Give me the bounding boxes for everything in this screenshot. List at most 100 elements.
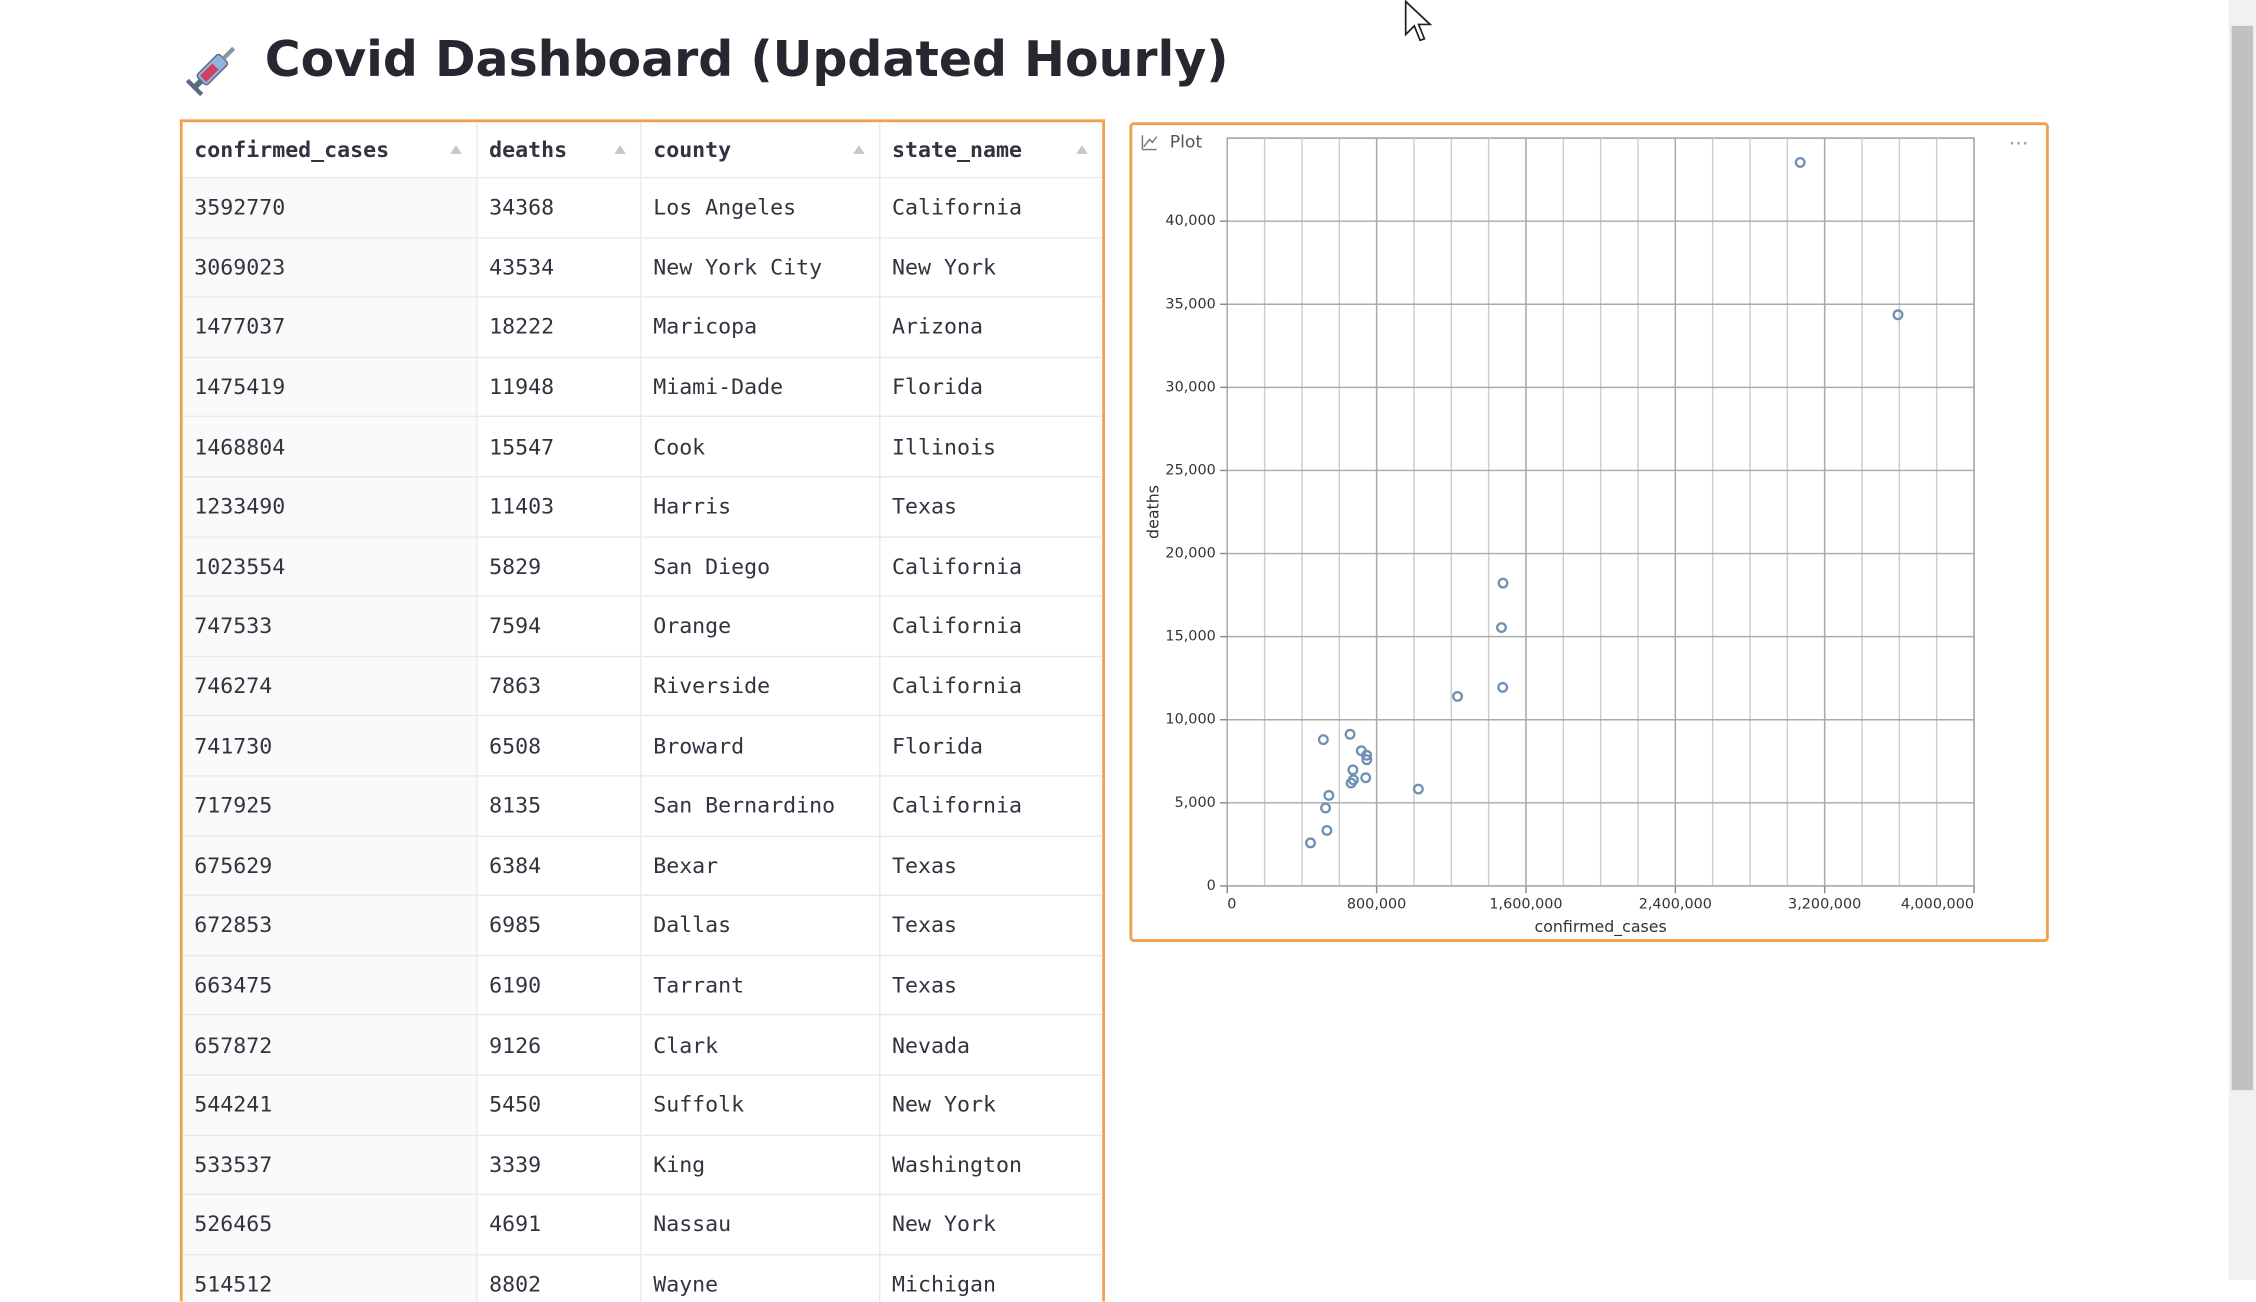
table-cell: 11403 (477, 477, 642, 538)
scatter-chart: 0 800,000 1,600,000 2,400,000 3,200,000 4,000… (1135, 127, 2029, 937)
x-tick-label: 4,000,000 (1901, 897, 1974, 913)
data-point (1794, 156, 1806, 168)
data-point (1355, 745, 1367, 757)
table-cell: 672853 (182, 896, 478, 957)
table-cell: Texas (880, 477, 1103, 538)
y-tick-label: 40,000 (1165, 213, 1215, 229)
table-cell: 747533 (182, 597, 478, 657)
table-cell: 9126 (477, 1015, 642, 1076)
table-cell: San Bernardino (641, 776, 881, 837)
y-tick-label: 25,000 (1165, 462, 1215, 478)
table-cell: 7594 (477, 597, 642, 657)
table-cell: King (641, 1135, 881, 1196)
data-point (1452, 690, 1464, 702)
plot-badge-icon (1141, 135, 1158, 151)
table-cell: 663475 (182, 956, 478, 1016)
table-cell: Harris (641, 477, 881, 538)
table-cell: California (880, 776, 1103, 837)
data-point (1317, 734, 1329, 746)
data-point (1323, 789, 1335, 801)
y-tick-label: 30,000 (1165, 379, 1215, 395)
table-cell: 6508 (477, 716, 642, 777)
table-cell: Miami-Dade (641, 357, 881, 418)
plot-panel: 0 800,000 1,600,000 2,400,000 3,200,000 4,000… (1129, 122, 2049, 943)
data-point (1347, 764, 1359, 776)
table-cell: 4691 (477, 1195, 642, 1256)
table-cell: Tarrant (641, 956, 881, 1016)
x-tick-label: 0 (1227, 897, 1236, 913)
table-cell: Bexar (641, 836, 881, 897)
table-cell: New York (880, 238, 1103, 298)
sort-icon[interactable] (1076, 145, 1088, 154)
y-tick-label: 35,000 (1165, 296, 1215, 312)
table-cell: Texas (880, 956, 1103, 1016)
table-cell: Maricopa (641, 297, 881, 358)
table-cell: Illinois (880, 417, 1103, 478)
table-cell: Florida (880, 716, 1103, 777)
table-cell: 5829 (477, 537, 642, 598)
y-tick-label: 0 (1207, 878, 1216, 894)
plot-badge-label: Plot (1170, 132, 1203, 152)
more-menu[interactable]: ⋯ (2009, 130, 2029, 154)
x-tick-label: 1,600,000 (1489, 897, 1562, 913)
table-cell: Dallas (641, 896, 881, 957)
table-cell: Riverside (641, 656, 881, 717)
table-cell: 675629 (182, 836, 478, 897)
sort-icon[interactable] (450, 145, 462, 154)
table-cell: 526465 (182, 1195, 478, 1256)
table-cell: 6190 (477, 956, 642, 1016)
table-cell: 18222 (477, 297, 642, 358)
table-cell: Broward (641, 716, 881, 777)
sort-icon[interactable] (853, 145, 865, 154)
table-cell: 1475419 (182, 357, 478, 418)
scrollbar-thumb[interactable] (2231, 25, 2254, 1091)
table-cell: 741730 (182, 716, 478, 777)
table-cell: 15547 (477, 417, 642, 478)
data-point (1497, 577, 1509, 589)
table-cell: 34368 (477, 178, 642, 239)
data-point (1305, 837, 1317, 849)
table-cell: 7863 (477, 656, 642, 717)
data-point (1320, 802, 1332, 814)
table-cell: Texas (880, 896, 1103, 957)
table-cell: 3592770 (182, 178, 478, 239)
table-cell: 544241 (182, 1075, 478, 1136)
data-table[interactable]: confirmed_cases deaths county state_name 359… (179, 119, 1105, 1302)
data-point (1496, 622, 1507, 634)
column-header[interactable]: state_name (880, 122, 1103, 179)
table-cell: 3339 (477, 1135, 642, 1196)
data-point (1892, 309, 1904, 321)
table-cell: Texas (880, 836, 1103, 897)
column-header[interactable]: deaths (477, 122, 642, 179)
table-cell: California (880, 178, 1103, 239)
table-cell: Nevada (880, 1015, 1103, 1076)
column-header[interactable]: county (641, 122, 881, 179)
data-point (1497, 681, 1509, 693)
table-cell: Nassau (641, 1195, 881, 1256)
y-tick-label: 10,000 (1165, 712, 1215, 728)
table-cell: 8802 (477, 1255, 642, 1302)
data-point (1321, 824, 1333, 836)
table-cell: Florida (880, 357, 1103, 418)
x-tick-label: 800,000 (1347, 897, 1406, 913)
table-cell: Orange (641, 597, 881, 657)
table-cell: New York City (641, 238, 881, 298)
table-cell: California (880, 537, 1103, 598)
table-cell: New York (880, 1195, 1103, 1256)
table-cell: 8135 (477, 776, 642, 837)
table-cell: Michigan (880, 1255, 1103, 1302)
table-cell: Wayne (641, 1255, 881, 1302)
table-cell: Washington (880, 1135, 1103, 1196)
table-cell: 6384 (477, 836, 642, 897)
sort-icon[interactable] (614, 145, 626, 154)
data-point (1344, 728, 1356, 740)
table-cell: California (880, 656, 1103, 717)
scrollbar[interactable] (2228, 0, 2256, 1280)
table-cell: San Diego (641, 537, 881, 598)
y-tick-label: 5,000 (1175, 795, 1216, 811)
column-header[interactable]: confirmed_cases (182, 122, 478, 179)
x-tick-label: 2,400,000 (1639, 897, 1712, 913)
table-cell: Arizona (880, 297, 1103, 358)
mouse-cursor (1404, 0, 1433, 42)
